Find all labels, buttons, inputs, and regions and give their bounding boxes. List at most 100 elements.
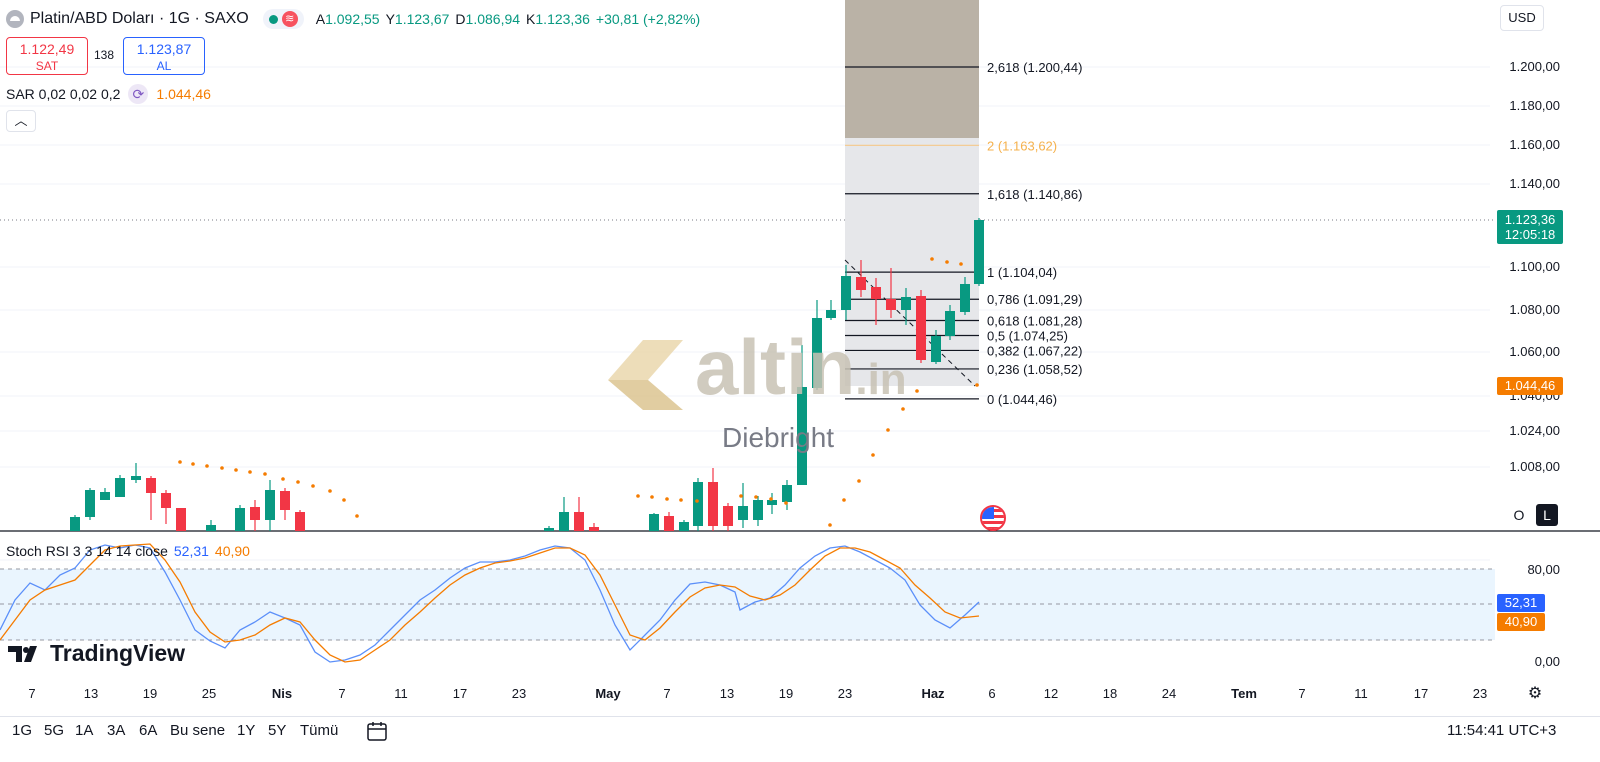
range-button-3a[interactable]: 3A (107, 722, 126, 739)
candle (206, 520, 216, 531)
candlesticks (70, 218, 984, 531)
sar-dot (296, 480, 300, 484)
buy-button[interactable]: 1.123,87 AL (123, 37, 205, 75)
candle-body (723, 506, 733, 526)
sar-dot (945, 260, 949, 264)
brand-name: TradingView (50, 640, 186, 666)
candle (856, 260, 866, 297)
overlay-toggle-button[interactable]: O (1513, 507, 1525, 523)
time-axis-label: 23 (511, 686, 527, 701)
candle-body (265, 490, 275, 520)
sar-dot (178, 460, 182, 464)
candle-body (738, 506, 748, 520)
candle (574, 497, 584, 531)
time-axis-label: 19 (778, 686, 794, 701)
time-axis-label: 19 (142, 686, 158, 701)
sar-dot (342, 498, 346, 502)
time-axis-label: 7 (28, 686, 36, 701)
candle (931, 330, 941, 364)
candle (265, 480, 275, 531)
time-axis-label: 6 (988, 686, 996, 701)
price-axis-label: 1.180,00 (1509, 98, 1560, 113)
currency-selector[interactable]: USD (1500, 5, 1544, 31)
sar-price-tag: 1.044,46 (1497, 377, 1563, 395)
range-button-5y[interactable]: 5Y (268, 722, 287, 739)
range-button-6a[interactable]: 6A (139, 722, 158, 739)
sar-legend[interactable]: SAR 0,02 0,02 0,2 ⟳ 1.044,46 (6, 84, 211, 104)
range-button-tümü[interactable]: Tümü (300, 722, 339, 739)
candle-body (574, 512, 584, 531)
sar-dot (769, 497, 773, 501)
sell-price: 1.122,49 (19, 41, 75, 57)
tradingview-logo-icon (8, 645, 37, 662)
ohlc-item: Y1.123,67 (386, 11, 450, 27)
sar-dot (234, 468, 238, 472)
watermark-brand-text: altin (695, 323, 856, 411)
stoch-d-value: 40,90 (214, 543, 250, 559)
candle (826, 300, 836, 320)
candle (649, 513, 659, 531)
price-axis-label: 1.024,00 (1509, 423, 1560, 438)
candle-body (115, 478, 125, 497)
candle-body (974, 220, 984, 284)
time-axis-label: 17 (1413, 686, 1429, 701)
candle (812, 300, 822, 390)
us-flag-event-icon[interactable] (980, 505, 1006, 531)
fib-zone-top (845, 0, 979, 138)
time-axis-label: 17 (452, 686, 468, 701)
symbol-header[interactable]: Platin/ABD Doları · 1G · SAXO ≋ A1.092,5… (6, 8, 700, 30)
sell-label: SAT (35, 59, 59, 73)
candle-body (797, 387, 807, 485)
market-status-pill[interactable]: ≋ (262, 9, 304, 29)
candle (280, 488, 290, 520)
range-button-1g[interactable]: 1G (12, 722, 33, 739)
stoch-k-value: 52,31 (173, 543, 209, 559)
sar-dot (281, 477, 285, 481)
clock-timezone[interactable]: 11:54:41 UTC+3 (1447, 722, 1557, 739)
price-axis-label: 1.100,00 (1509, 259, 1560, 274)
calendar-goto-icon[interactable] (366, 720, 388, 742)
price-axis-label: 1.200,00 (1509, 59, 1560, 74)
watermark-brand: altin.in (695, 322, 907, 413)
time-axis-label: 13 (719, 686, 735, 701)
candle (797, 345, 807, 485)
sar-dot (636, 494, 640, 498)
sar-dot (220, 466, 224, 470)
tradingview-logo[interactable]: TradingView (8, 640, 185, 667)
candle (886, 268, 896, 318)
range-button-5g[interactable]: 5G (44, 722, 65, 739)
range-button-bu-sene[interactable]: Bu sene (170, 722, 226, 739)
candle-body (945, 311, 955, 336)
range-button-1a[interactable]: 1A (75, 722, 94, 739)
symbol-title[interactable]: Platin/ABD Doları · 1G · SAXO (30, 10, 249, 27)
sar-dot (842, 498, 846, 502)
ohlc-key: D (455, 11, 466, 27)
log-scale-button[interactable]: L (1536, 504, 1558, 526)
candle-body (679, 522, 689, 531)
candle-body (960, 284, 970, 312)
stoch-title: Stoch RSI 3 3 14 14 close (6, 543, 168, 559)
sar-dot (959, 262, 963, 266)
candle-body (693, 482, 703, 526)
ohlc-values: A1.092,55 Y1.123,67 D1.086,94 K1.123,36 +30,… (316, 11, 700, 27)
refresh-icon[interactable]: ⟳ (128, 84, 149, 104)
sar-dot (311, 484, 315, 488)
market-open-icon (268, 14, 278, 24)
sar-dot (857, 479, 861, 483)
candle-body (826, 310, 836, 318)
sar-dot (975, 383, 979, 387)
fib-level-label: 0,236 (1.058,52) (987, 362, 1082, 377)
candle-body (70, 517, 80, 531)
range-button-1y[interactable]: 1Y (237, 722, 256, 739)
chevron-up-icon[interactable]: ︿ (6, 110, 36, 132)
settings-gear-icon[interactable]: ⚙ (1527, 685, 1543, 702)
fib-level-label: 2 (1.163,62) (987, 138, 1057, 153)
bar-countdown: 12:05:18 (1504, 227, 1556, 242)
stoch-rsi-legend[interactable]: Stoch RSI 3 3 14 14 close 52,31 40,90 (6, 543, 250, 559)
time-axis-label: 23 (837, 686, 853, 701)
sell-button[interactable]: 1.122,49 SAT (6, 37, 88, 75)
candle (960, 277, 970, 315)
candle (544, 526, 554, 531)
candle (100, 488, 110, 500)
